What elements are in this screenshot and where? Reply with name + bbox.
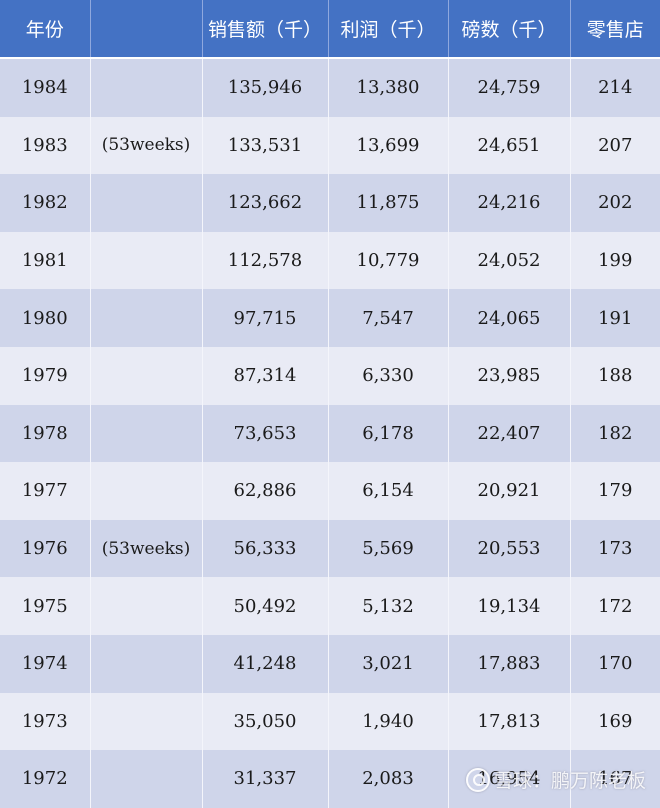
cell-note: (53weeks) (90, 116, 203, 175)
header-row: 年份 销售额（千） 利润（千） 磅数（千） 零售店 (0, 0, 660, 59)
cell-year: 1983 (0, 116, 91, 175)
cell-pounds: 20,921 (448, 462, 571, 520)
cell-profit: 10,779 (328, 231, 449, 290)
cell-stores: 202 (570, 174, 660, 232)
cell-year: 1978 (0, 404, 91, 463)
cell-sales: 56,333 (202, 519, 329, 578)
cell-year: 1972 (0, 750, 91, 808)
header-note (90, 0, 203, 59)
cell-stores: 214 (570, 58, 660, 117)
cell-year: 1982 (0, 174, 91, 232)
cell-pounds: 17,813 (448, 692, 571, 751)
cell-year: 1975 (0, 577, 91, 635)
cell-profit: 6,178 (328, 404, 449, 463)
cell-stores: 199 (570, 231, 660, 290)
cell-pounds: 23,985 (448, 346, 571, 405)
table-row: 1983 (53weeks) 133,531 13,699 24,651 207 (0, 116, 660, 175)
cell-sales: 123,662 (202, 174, 329, 232)
cell-profit: 13,380 (328, 58, 449, 117)
cell-pounds: 24,651 (448, 116, 571, 175)
cell-year: 1980 (0, 289, 91, 347)
header-year: 年份 (0, 0, 91, 59)
cell-profit: 13,699 (328, 116, 449, 175)
cell-pounds: 24,759 (448, 58, 571, 117)
cell-profit: 2,083 (328, 750, 449, 808)
header-sales: 销售额（千） (202, 0, 329, 59)
cell-sales: 41,248 (202, 634, 329, 693)
cell-stores: 188 (570, 346, 660, 405)
header-stores: 零售店 (570, 0, 660, 59)
cell-profit: 3,021 (328, 634, 449, 693)
cell-note (90, 634, 203, 693)
cell-note (90, 58, 203, 117)
cell-note (90, 404, 203, 463)
cell-sales: 50,492 (202, 577, 329, 635)
table-row: 1980 97,715 7,547 24,065 191 (0, 289, 660, 347)
cell-profit: 5,569 (328, 519, 449, 578)
cell-pounds: 17,883 (448, 634, 571, 693)
cell-stores: 182 (570, 404, 660, 463)
table-row: 1977 62,886 6,154 20,921 179 (0, 462, 660, 520)
cell-sales: 112,578 (202, 231, 329, 290)
cell-stores: 207 (570, 116, 660, 175)
table-row: 1984 135,946 13,380 24,759 214 (0, 58, 660, 117)
cell-pounds: 24,216 (448, 174, 571, 232)
table-row: 1982 123,662 11,875 24,216 202 (0, 174, 660, 232)
cell-note (90, 692, 203, 751)
table-row: 1976 (53weeks) 56,333 5,569 20,553 173 (0, 519, 660, 578)
cell-year: 1979 (0, 346, 91, 405)
cell-stores: 170 (570, 634, 660, 693)
cell-stores: 172 (570, 577, 660, 635)
table-row: 1979 87,314 6,330 23,985 188 (0, 346, 660, 405)
cell-profit: 5,132 (328, 577, 449, 635)
cell-sales: 73,653 (202, 404, 329, 463)
cell-pounds: 22,407 (448, 404, 571, 463)
cell-sales: 133,531 (202, 116, 329, 175)
cell-year: 1981 (0, 231, 91, 290)
cell-sales: 87,314 (202, 346, 329, 405)
cell-year: 1974 (0, 634, 91, 693)
table-row: 1974 41,248 3,021 17,883 170 (0, 634, 660, 693)
cell-profit: 11,875 (328, 174, 449, 232)
cell-pounds: 20,553 (448, 519, 571, 578)
cell-stores: 191 (570, 289, 660, 347)
table-row: 1981 112,578 10,779 24,052 199 (0, 231, 660, 290)
cell-note (90, 346, 203, 405)
table-row: 1973 35,050 1,940 17,813 169 (0, 692, 660, 751)
table-row: 1972 31,337 2,083 16,954 167 (0, 750, 660, 808)
cell-stores: 173 (570, 519, 660, 578)
cell-pounds: 19,134 (448, 577, 571, 635)
header-profit: 利润（千） (328, 0, 449, 59)
cell-pounds: 24,052 (448, 231, 571, 290)
table-row: 1975 50,492 5,132 19,134 172 (0, 577, 660, 635)
cell-pounds: 24,065 (448, 289, 571, 347)
cell-note: (53weeks) (90, 519, 203, 578)
cell-stores: 179 (570, 462, 660, 520)
cell-profit: 6,330 (328, 346, 449, 405)
cell-year: 1976 (0, 519, 91, 578)
cell-note (90, 231, 203, 290)
cell-sales: 135,946 (202, 58, 329, 117)
cell-sales: 31,337 (202, 750, 329, 808)
table-row: 1978 73,653 6,178 22,407 182 (0, 404, 660, 463)
cell-stores: 169 (570, 692, 660, 751)
cell-stores: 167 (570, 750, 660, 808)
cell-profit: 7,547 (328, 289, 449, 347)
cell-note (90, 289, 203, 347)
cell-note (90, 462, 203, 520)
cell-profit: 1,940 (328, 692, 449, 751)
cell-pounds: 16,954 (448, 750, 571, 808)
cell-year: 1977 (0, 462, 91, 520)
cell-profit: 6,154 (328, 462, 449, 520)
cell-note (90, 174, 203, 232)
cell-note (90, 577, 203, 635)
cell-sales: 35,050 (202, 692, 329, 751)
cell-note (90, 750, 203, 808)
cell-year: 1984 (0, 58, 91, 117)
cell-sales: 62,886 (202, 462, 329, 520)
header-pounds: 磅数（千） (448, 0, 571, 59)
cell-sales: 97,715 (202, 289, 329, 347)
cell-year: 1973 (0, 692, 91, 751)
